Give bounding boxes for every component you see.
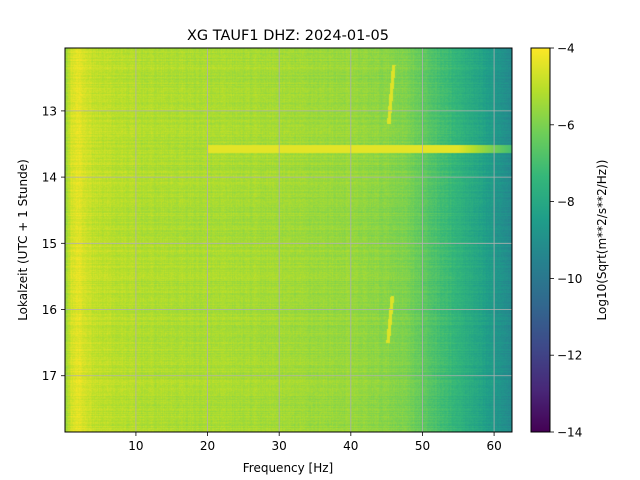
- colorbar-tick-label: −4: [557, 42, 575, 56]
- y-tick-label: 16: [42, 303, 57, 317]
- grid-lines: [65, 48, 512, 432]
- plot-area: [64, 47, 513, 433]
- y-tick-label: 15: [42, 237, 57, 251]
- colorbar-tick-label: −10: [557, 272, 582, 286]
- plot-frame: [64, 47, 513, 433]
- colorbar-tick-label: −12: [557, 349, 582, 363]
- colorbar-gradient: [530, 47, 551, 433]
- chart-title: XG TAUF1 DHZ: 2024-01-05: [187, 28, 389, 44]
- x-tick-label: 40: [343, 439, 358, 453]
- y-axis: 13 14 15 16 17: [42, 104, 65, 383]
- y-axis-label: Lokalzeit (UTC + 1 Stunde): [16, 159, 30, 321]
- x-tick-label: 30: [272, 439, 287, 453]
- colorbar-tick-label: −14: [557, 426, 582, 440]
- heatmap-image: [65, 48, 512, 432]
- x-tick-label: 20: [200, 439, 215, 453]
- x-axis: 10 20 30 40 50 60: [128, 432, 502, 453]
- colorbar: −4 −6 −8 −10 −12 −14 Log10(Sqrt(m**2/s**2/Hz)…: [530, 42, 609, 440]
- x-tick-label: 10: [128, 439, 143, 453]
- colorbar-ticks: −4 −6 −8 −10 −12 −14: [550, 42, 582, 440]
- colorbar-tick-label: −8: [557, 195, 575, 209]
- y-tick-label: 14: [42, 171, 57, 185]
- colorbar-label: Log10(Sqrt(m**2/s**2/Hz)): [595, 160, 609, 321]
- x-tick-label: 50: [415, 439, 430, 453]
- x-tick-label: 60: [486, 439, 501, 453]
- y-tick-label: 17: [42, 369, 57, 383]
- x-axis-label: Frequency [Hz]: [243, 461, 334, 475]
- colorbar-tick-label: −6: [557, 118, 575, 132]
- y-tick-label: 13: [42, 104, 57, 118]
